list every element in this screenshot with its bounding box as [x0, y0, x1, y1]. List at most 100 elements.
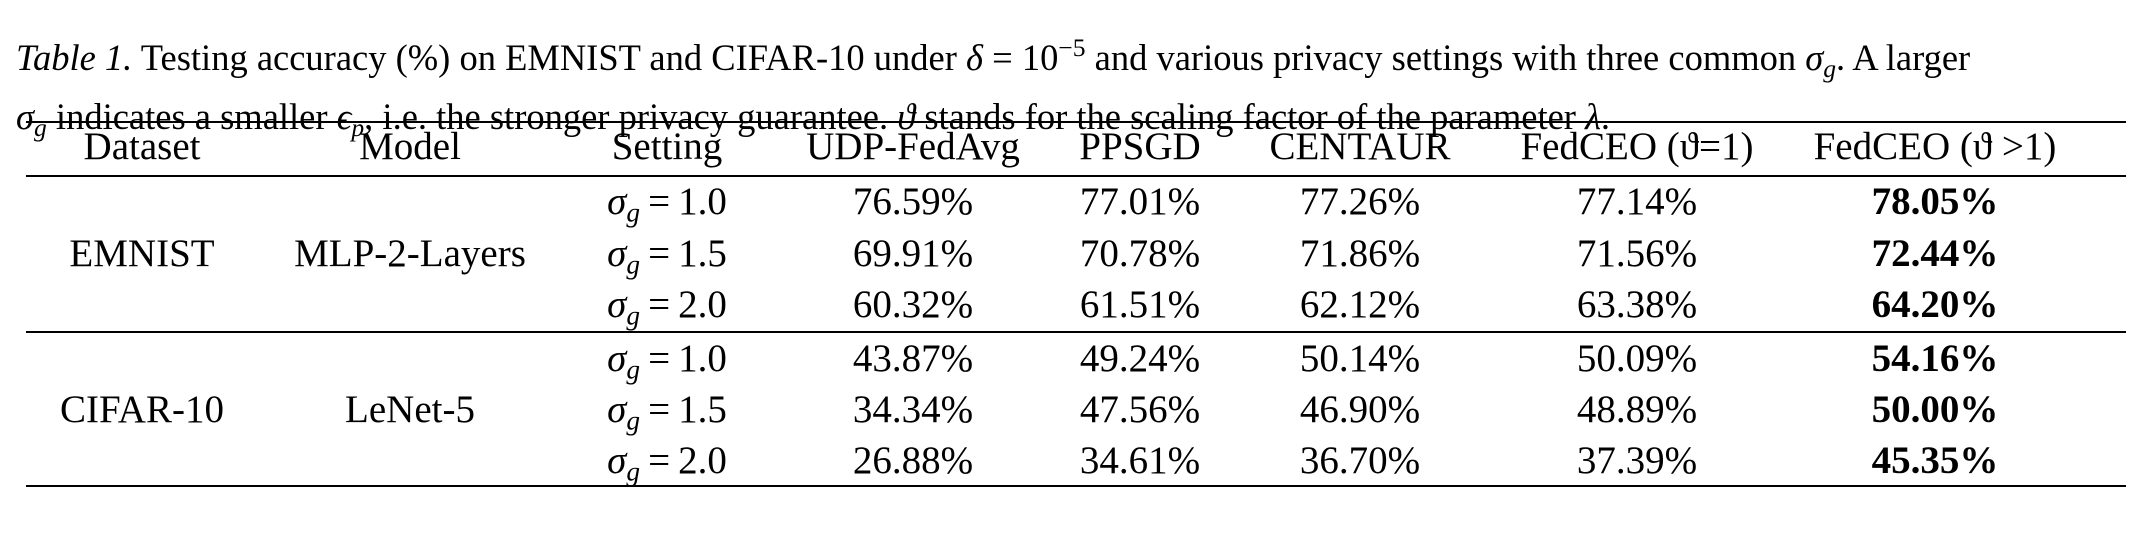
- sigma-subscript: g: [626, 197, 641, 228]
- accuracy-cell: 48.89%: [1576, 388, 1698, 431]
- sigma-value: 1.5: [678, 388, 727, 431]
- table-bottom-rule: [26, 485, 2126, 487]
- column-header: FedCEO (ϑ >1): [1813, 125, 2057, 168]
- sigma-symbol: σ: [607, 337, 627, 380]
- sigma-symbol: σ: [607, 180, 627, 223]
- accuracy-cell: 36.70%: [1299, 439, 1421, 482]
- column-header: FedCEO (ϑ=1): [1520, 125, 1754, 168]
- sigma-g-symbol-2: σg: [16, 96, 47, 142]
- accuracy-cell: 77.01%: [1079, 180, 1201, 223]
- accuracy-cell: 61.51%: [1079, 283, 1201, 326]
- setting-equals: =: [648, 232, 671, 275]
- setting-equals: =: [648, 388, 671, 431]
- sigma-symbol: σ: [607, 388, 627, 431]
- sigma-subscript: g: [626, 354, 641, 385]
- setting-cell: σg = 1.5: [607, 228, 727, 280]
- sigma-symbol: σ: [607, 439, 627, 482]
- accuracy-cell: 76.59%: [852, 180, 974, 223]
- setting-cell: σg = 1.0: [607, 176, 727, 228]
- sigma-value: 1.0: [678, 337, 727, 380]
- accuracy-cell: 43.87%: [852, 337, 974, 380]
- epsilon-symbol: ϵ: [336, 96, 352, 138]
- column-header: Model: [359, 125, 461, 168]
- setting-cell: σg = 1.0: [607, 333, 727, 385]
- dataset-cell: CIFAR-10: [60, 388, 224, 431]
- setting-equals: =: [648, 337, 671, 380]
- caption-text-2: and various privacy settings with three …: [1094, 37, 1797, 79]
- theta-symbol: ϑ: [897, 96, 916, 138]
- dataset-cell: EMNIST: [69, 232, 215, 275]
- caption-text-3: . A larger: [1836, 37, 1971, 79]
- sigma-subscript: g: [1823, 54, 1837, 84]
- sigma-value: 2.0: [678, 439, 727, 482]
- table-group-rule: [26, 331, 2126, 333]
- accuracy-cell: 70.78%: [1079, 232, 1201, 275]
- setting-cell: σg = 2.0: [607, 435, 727, 487]
- caption-text-1: Testing accuracy (%) on EMNIST and CIFAR…: [140, 37, 957, 79]
- column-header: CENTAUR: [1269, 125, 1451, 168]
- accuracy-cell: 63.38%: [1576, 283, 1698, 326]
- best-accuracy-cell: 72.44%: [1871, 232, 1999, 275]
- accuracy-cell: 50.14%: [1299, 337, 1421, 380]
- delta-base: 10: [1021, 37, 1059, 79]
- accuracy-cell: 34.34%: [852, 388, 974, 431]
- caption-text-5: , i.e. the stronger privacy guarantee.: [364, 96, 889, 138]
- accuracy-cell: 77.26%: [1299, 180, 1421, 223]
- delta-exponent: −5: [1058, 33, 1086, 62]
- accuracy-cell: 26.88%: [852, 439, 974, 482]
- accuracy-cell: 46.90%: [1299, 388, 1421, 431]
- accuracy-cell: 69.91%: [852, 232, 974, 275]
- sigma-symbol: σ: [607, 283, 627, 326]
- sigma-symbol: σ: [607, 232, 627, 275]
- caption-label: Table 1.: [16, 37, 133, 79]
- column-header: UDP-FedAvg: [806, 125, 1020, 168]
- sigma-value: 2.0: [678, 283, 727, 326]
- accuracy-cell: 50.09%: [1576, 337, 1698, 380]
- sigma-value: 1.5: [678, 232, 727, 275]
- best-accuracy-cell: 50.00%: [1871, 388, 1999, 431]
- setting-equals: =: [648, 180, 671, 223]
- table-top-rule: [26, 121, 2126, 123]
- caption-line-1: Table 1. Testing accuracy (%) on EMNIST …: [16, 24, 2136, 93]
- sigma-subscript: g: [626, 456, 641, 487]
- setting-cell: σg = 1.5: [607, 384, 727, 436]
- model-cell: LeNet-5: [345, 388, 475, 431]
- accuracy-cell: 47.56%: [1079, 388, 1201, 431]
- caption-line-2: σg indicates a smaller ϵp, i.e. the stro…: [16, 93, 2136, 152]
- epsilon-p-symbol: ϵp: [336, 96, 365, 142]
- accuracy-cell: 62.12%: [1299, 283, 1421, 326]
- sigma-value: 1.0: [678, 180, 727, 223]
- setting-equals: =: [648, 283, 671, 326]
- caption-text-6: stands for the scaling factor of the par…: [924, 96, 1576, 138]
- accuracy-cell: 37.39%: [1576, 439, 1698, 482]
- sigma-subscript: g: [626, 405, 641, 436]
- column-header: Dataset: [83, 125, 201, 168]
- best-accuracy-cell: 45.35%: [1871, 439, 1999, 482]
- sigma-g-symbol: σg: [1805, 37, 1836, 83]
- table-header-rule: [26, 175, 2126, 177]
- sigma-symbol: σ: [1805, 37, 1824, 79]
- model-cell: MLP-2-Layers: [294, 232, 526, 275]
- delta-equals: =: [992, 37, 1013, 79]
- best-accuracy-cell: 78.05%: [1871, 180, 1999, 223]
- accuracy-cell: 60.32%: [852, 283, 974, 326]
- sigma-subscript: g: [626, 300, 641, 331]
- setting-equals: =: [648, 439, 671, 482]
- column-header: PPSGD: [1079, 125, 1201, 168]
- sigma-symbol: σ: [16, 96, 35, 138]
- accuracy-cell: 34.61%: [1079, 439, 1201, 482]
- caption-text-7: .: [1600, 96, 1611, 138]
- best-accuracy-cell: 54.16%: [1871, 337, 1999, 380]
- caption-text-4: indicates a smaller: [55, 96, 328, 138]
- accuracy-cell: 71.86%: [1299, 232, 1421, 275]
- accuracy-cell: 71.56%: [1576, 232, 1698, 275]
- lambda-symbol: λ: [1585, 96, 1601, 138]
- delta-value: 10−5: [1021, 33, 1086, 79]
- accuracy-cell: 77.14%: [1576, 180, 1698, 223]
- epsilon-subscript: p: [351, 113, 365, 143]
- column-header: Setting: [611, 125, 723, 168]
- setting-cell: σg = 2.0: [607, 279, 727, 331]
- best-accuracy-cell: 64.20%: [1871, 283, 1999, 326]
- sigma-subscript: g: [34, 113, 47, 143]
- sigma-subscript: g: [626, 249, 641, 280]
